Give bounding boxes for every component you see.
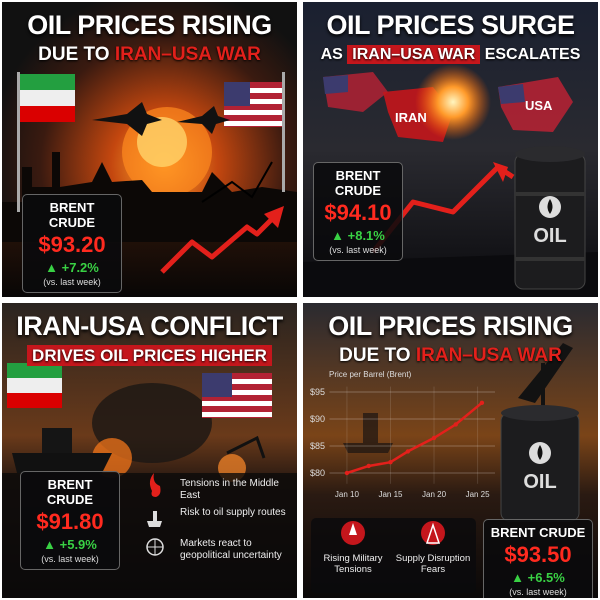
subtitle: DUE TO IRAN–USA WAR	[303, 345, 598, 367]
chart-title: Price per Barrel (Brent)	[329, 370, 412, 379]
data-point	[431, 435, 437, 441]
icon-caption: Rising Military Tensions	[323, 553, 383, 575]
price: $91.80	[36, 509, 104, 534]
price-label: BRENT CRUDE	[334, 168, 382, 198]
data-point	[344, 470, 350, 476]
price-box: BRENT CRUDE $91.80 ▲ +5.9% (vs. last wee…	[20, 471, 120, 570]
data-point	[453, 422, 459, 427]
data-point	[366, 463, 371, 469]
price-label: BRENT CRUDE	[46, 477, 94, 507]
x-tick-label: Jan 10	[335, 490, 360, 499]
price: $94.10	[324, 200, 392, 225]
barrel-label: OIL	[533, 225, 566, 247]
subtitle: DRIVES OIL PRICES HIGHER	[2, 345, 297, 366]
panel: OIL OIL PRICES SURGE AS IRAN–USA WAR ESC…	[303, 2, 598, 297]
subtitle-prefix: AS	[320, 46, 343, 63]
subtitle: AS IRAN–USA WAR ESCALATES	[303, 45, 598, 64]
price-note: (vs. last week)	[509, 587, 567, 597]
subtitle-suffix: ESCALATES	[484, 46, 581, 63]
barrel-label: OIL	[523, 471, 556, 493]
y-tick-label: $80	[310, 468, 325, 478]
map-label: USA	[525, 98, 553, 113]
panel: OIL PRICES RISING DUE TO IRAN–USA WAR BR…	[2, 2, 297, 297]
subtitle-prefix: DUE TO	[339, 345, 411, 366]
map-label: IRAN	[395, 110, 427, 125]
bullet: Markets react to geopolitical uncertaint…	[180, 538, 282, 561]
price-note: (vs. last week)	[43, 277, 101, 287]
y-tick-label: $90	[310, 414, 325, 424]
subtitle-highlight: DRIVES OIL PRICES HIGHER	[27, 345, 272, 366]
price-box: BRENT CRUDE $93.50 ▲ +6.5% (vs. last wee…	[483, 519, 593, 598]
x-tick-label: Jan 20	[422, 490, 447, 499]
price-box: BRENT CRUDE $94.10 ▲ +8.1% (vs. last wee…	[313, 162, 403, 261]
y-tick-label: $85	[310, 441, 325, 451]
y-tick-label: $95	[310, 387, 325, 397]
bullet: Risk to oil supply routes	[180, 507, 286, 518]
panel: OIL Price per Barrel (Brent) $80 $85 $90 $95…	[303, 303, 598, 598]
price: $93.20	[38, 232, 106, 257]
icon-caption: Supply Disruption Fears	[395, 553, 471, 575]
x-tick-label: Jan 15	[378, 490, 403, 499]
price: $93.50	[504, 542, 572, 567]
data-point	[388, 460, 393, 465]
bullet: Tensions in the Middle East	[180, 478, 279, 501]
price-label: BRENT CRUDE	[490, 525, 586, 540]
price-label: BRENT CRUDE	[48, 200, 96, 230]
price-change: ▲ +7.2%	[45, 260, 99, 275]
price-note: (vs. last week)	[41, 554, 99, 564]
title: OIL PRICES RISING	[27, 10, 272, 40]
price-change: ▲ +6.5%	[511, 570, 565, 585]
price-note: (vs. last week)	[329, 245, 387, 255]
subtitle-highlight: IRAN–USA WAR	[114, 44, 261, 65]
price-box: BRENT CRUDE $93.20 ▲ +7.2% (vs. last wee…	[22, 194, 122, 293]
subtitle: DUE TO IRAN–USA WAR	[2, 44, 297, 66]
subtitle-prefix: DUE TO	[38, 44, 110, 65]
title: OIL PRICES SURGE	[326, 10, 575, 40]
title: IRAN-USA CONFLICT	[16, 311, 283, 341]
subtitle-highlight: IRAN–USA WAR	[415, 345, 562, 366]
data-point	[479, 400, 485, 405]
price-change: ▲ +8.1%	[331, 228, 385, 243]
data-point	[405, 449, 411, 454]
price-change: ▲ +5.9%	[43, 537, 97, 552]
title: OIL PRICES RISING	[328, 311, 573, 341]
subtitle-highlight: IRAN–USA WAR	[347, 45, 481, 64]
x-tick-label: Jan 25	[466, 490, 491, 499]
panel: IRAN-USA CONFLICT DRIVES OIL PRICES HIGH…	[2, 303, 297, 598]
